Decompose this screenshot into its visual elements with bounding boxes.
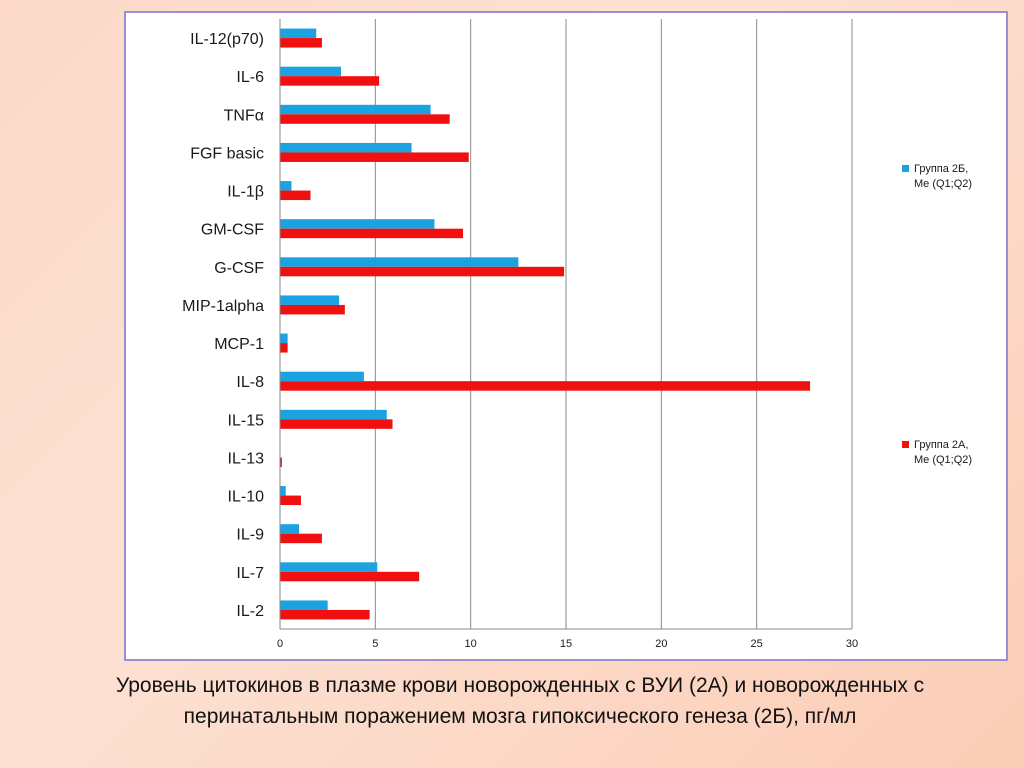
bar-group-2a <box>280 152 469 162</box>
bar-group-2a <box>280 266 565 277</box>
bar-group-2b <box>280 524 300 534</box>
legend-label: Me (Q1;Q2) <box>914 454 972 466</box>
bar-group-2a <box>280 190 311 201</box>
bar-group-2a <box>280 228 464 239</box>
x-tick-label: 0 <box>277 638 283 650</box>
legend-label: Me (Q1;Q2) <box>914 178 972 190</box>
category-label: IL-15 <box>228 412 265 429</box>
category-label: IL-10 <box>228 489 265 506</box>
legend-label: Группа 2Б, <box>914 163 968 175</box>
x-tick-label: 25 <box>751 638 763 650</box>
bar-group-2a <box>280 381 811 391</box>
category-label: IL-7 <box>236 565 264 582</box>
bar-chart: IL-12(p70) IL-6 TNFα FGF basic IL-1β GM-CSF G-… <box>182 19 972 650</box>
x-tick-label: 20 <box>655 638 667 650</box>
chart-frame: IL-12(p70) IL-6 TNFα FGF basic IL-1β GM-CSF G-… <box>124 11 1008 661</box>
category-label: IL-8 <box>236 374 264 391</box>
bar-group-2a <box>280 38 322 48</box>
bar-group-2a <box>280 609 370 620</box>
bar-group-2a <box>280 571 420 582</box>
bar-group-2b <box>280 257 519 267</box>
bar-group-2b <box>280 371 364 382</box>
category-label: MIP-1alpha <box>182 298 264 315</box>
bar-group-2a <box>280 114 450 124</box>
category-label: IL-6 <box>236 69 264 86</box>
bar-group-2b <box>280 181 292 191</box>
category-label: G-CSF <box>214 260 264 277</box>
bar-group-2a <box>280 495 301 506</box>
x-tick-label: 30 <box>846 638 858 650</box>
category-label: IL-9 <box>236 527 264 544</box>
bar-group-2b <box>280 28 317 39</box>
bar-group-2a <box>280 419 393 429</box>
slide-caption: Уровень цитокинов в плазме крови новорож… <box>115 674 925 728</box>
category-label: IL-1β <box>227 184 264 201</box>
x-tick-label: 10 <box>465 638 477 650</box>
bar-group-2b <box>280 562 378 572</box>
bar-group-2a <box>280 343 288 353</box>
category-label: IL-12(p70) <box>190 31 264 48</box>
legend-label: Группа 2А, <box>914 439 968 451</box>
bar-group-2a <box>280 533 322 544</box>
bar-group-2a <box>280 304 345 315</box>
category-label: IL-13 <box>228 450 265 467</box>
category-label: MCP-1 <box>214 336 264 353</box>
category-label: GM-CSF <box>201 222 264 239</box>
bar-group-2b <box>280 600 328 610</box>
category-label: IL-2 <box>236 603 264 620</box>
legend-swatch <box>902 165 909 172</box>
bar-group-2b <box>280 104 431 115</box>
bar-group-2b <box>280 66 342 77</box>
bar-group-2a <box>280 457 282 467</box>
category-label: TNFα <box>224 107 264 124</box>
bar-group-2b <box>280 486 286 496</box>
bar-group-2b <box>280 333 288 344</box>
bar-group-2b <box>280 219 435 229</box>
x-tick-label: 5 <box>372 638 378 650</box>
bar-group-2b <box>280 142 412 153</box>
bar-group-2b <box>280 409 387 420</box>
bar-group-2a <box>280 76 380 86</box>
legend-swatch <box>902 441 909 448</box>
category-label: FGF basic <box>190 145 264 162</box>
x-tick-label: 15 <box>560 638 572 650</box>
bar-group-2b <box>280 295 340 305</box>
